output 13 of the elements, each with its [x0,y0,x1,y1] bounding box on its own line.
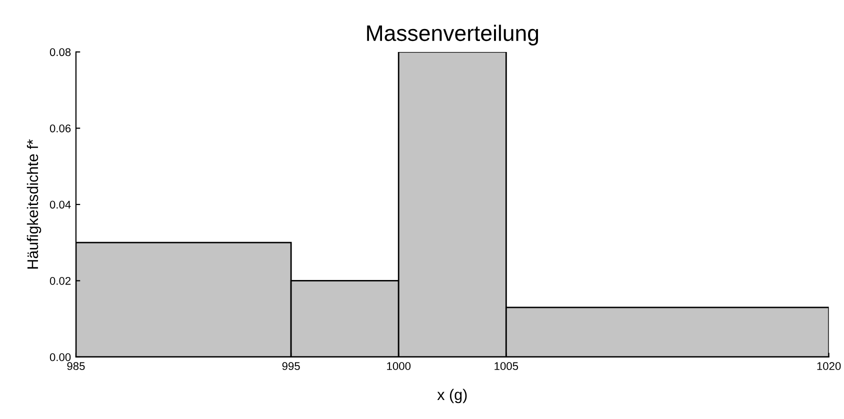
x-tick-label: 1000 [387,362,411,370]
y-axis-title: Häufigkeitsdichte f* [26,139,42,269]
y-tick-label: 0.04 [50,200,71,209]
x-tick-label: 985 [67,362,85,370]
y-tick-label: 0.06 [50,124,71,132]
y-tick-label: 0.00 [50,353,71,362]
x-tick-label: 1005 [494,362,518,370]
y-tick-label: 0.08 [50,48,71,56]
chart-title: Massenverteilung [367,24,538,46]
y-tick-label: 0.02 [50,276,71,285]
x-tick-label: 1020 [817,362,841,370]
x-tick-label: 995 [282,362,300,370]
x-axis-title: x (g) [437,388,467,404]
